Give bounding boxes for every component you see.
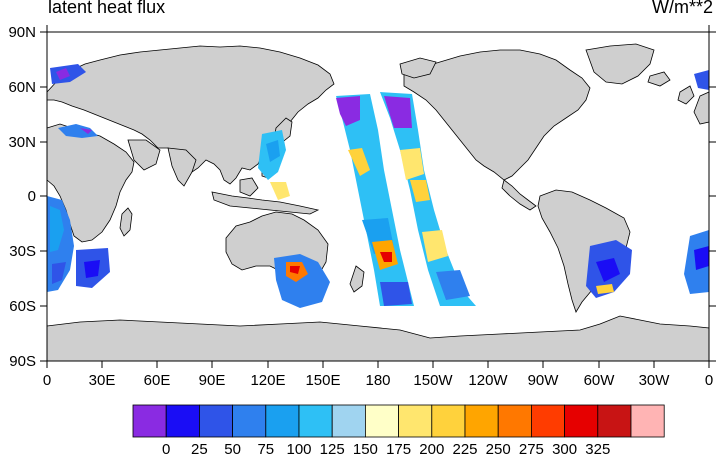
colorbar-box <box>232 404 267 438</box>
x-tick-label: 0 <box>705 372 713 389</box>
colorbar-box <box>165 404 200 438</box>
map-panel <box>46 31 710 362</box>
swath-mediterranean <box>58 124 98 138</box>
colorbar-box <box>198 404 233 438</box>
y-axis: 90N 60N 30N 0 30S 60S 90S <box>8 24 716 370</box>
x-tick-label: 90E <box>199 372 226 389</box>
colorbar-level-label: 100 <box>286 441 311 457</box>
antarctica <box>46 315 710 362</box>
colorbar-box <box>431 404 466 438</box>
arabia <box>127 139 161 171</box>
y-tick-label: 30S <box>9 243 36 260</box>
colorbar-box <box>464 404 499 438</box>
borneo <box>239 177 259 197</box>
colorbar-level-label: 0 <box>162 441 170 457</box>
y-tick-label: 60N <box>8 79 36 96</box>
x-axis: 0 30E 60E 90E 120E 150E 180 150W 120W 90… <box>43 25 713 389</box>
new-zealand <box>349 265 365 293</box>
x-tick-label: 120W <box>468 372 508 389</box>
colorbar-level-label: 25 <box>191 441 208 457</box>
land <box>46 43 710 362</box>
x-tick-label: 150W <box>413 372 453 389</box>
plot-title: latent heat flux <box>48 0 166 17</box>
colorbar-level-label: 150 <box>353 441 378 457</box>
colorbar-box <box>265 404 300 438</box>
colorbar-box <box>630 404 665 438</box>
colorbar-level-label: 50 <box>224 441 241 457</box>
india <box>167 147 197 187</box>
x-tick-label: 30E <box>89 372 116 389</box>
colorbar-level-label: 175 <box>386 441 411 457</box>
x-tick-label: 90W <box>528 372 560 389</box>
colorbar-box <box>132 404 167 438</box>
colorbar-level-label: 125 <box>320 441 345 457</box>
x-tick-label: 0 <box>43 372 51 389</box>
greenland <box>585 43 655 85</box>
y-tick-label: 0 <box>28 188 36 205</box>
indonesia <box>211 191 320 215</box>
x-tick-label: 150E <box>305 372 340 389</box>
iceland <box>647 71 671 87</box>
madagascar <box>119 207 133 237</box>
colorbar-box <box>564 404 599 438</box>
colorbar-box <box>597 404 632 438</box>
colorbar-level-label: 300 <box>552 441 577 457</box>
british-isles <box>677 85 695 105</box>
units-label: W/m**2 <box>651 0 713 17</box>
colorbar-box <box>364 404 399 438</box>
colorbar <box>132 404 665 438</box>
x-tick-label: 60W <box>584 372 616 389</box>
north-america <box>403 49 591 181</box>
colorbar-box <box>331 404 366 438</box>
x-tick-label: 120E <box>250 372 285 389</box>
y-tick-label: 90N <box>8 24 36 41</box>
y-tick-label: 60S <box>9 298 36 315</box>
colorbar-level-label: 200 <box>419 441 444 457</box>
central-america <box>501 179 537 211</box>
data-swaths <box>47 64 709 308</box>
colorbar-level-label: 325 <box>585 441 610 457</box>
x-tick-label: 60E <box>144 372 171 389</box>
colorbar-box <box>398 404 433 438</box>
colorbar-box <box>531 404 566 438</box>
colorbar-box <box>497 404 532 438</box>
x-tick-label: 30W <box>639 372 671 389</box>
colorbar-level-label: 225 <box>452 441 477 457</box>
colorbar-box <box>298 404 333 438</box>
colorbar-level-label: 250 <box>486 441 511 457</box>
x-tick-label: 180 <box>365 372 390 389</box>
colorbar-labels: 0 25 50 75 100 125 150 175 200 225 250 275 300 325 <box>162 441 610 457</box>
western-europe <box>693 91 710 125</box>
colorbar-level-label: 275 <box>519 441 544 457</box>
alaska <box>399 57 437 79</box>
colorbar-level-label: 75 <box>257 441 274 457</box>
y-tick-label: 30N <box>8 134 36 151</box>
y-tick-label: 90S <box>9 353 36 370</box>
